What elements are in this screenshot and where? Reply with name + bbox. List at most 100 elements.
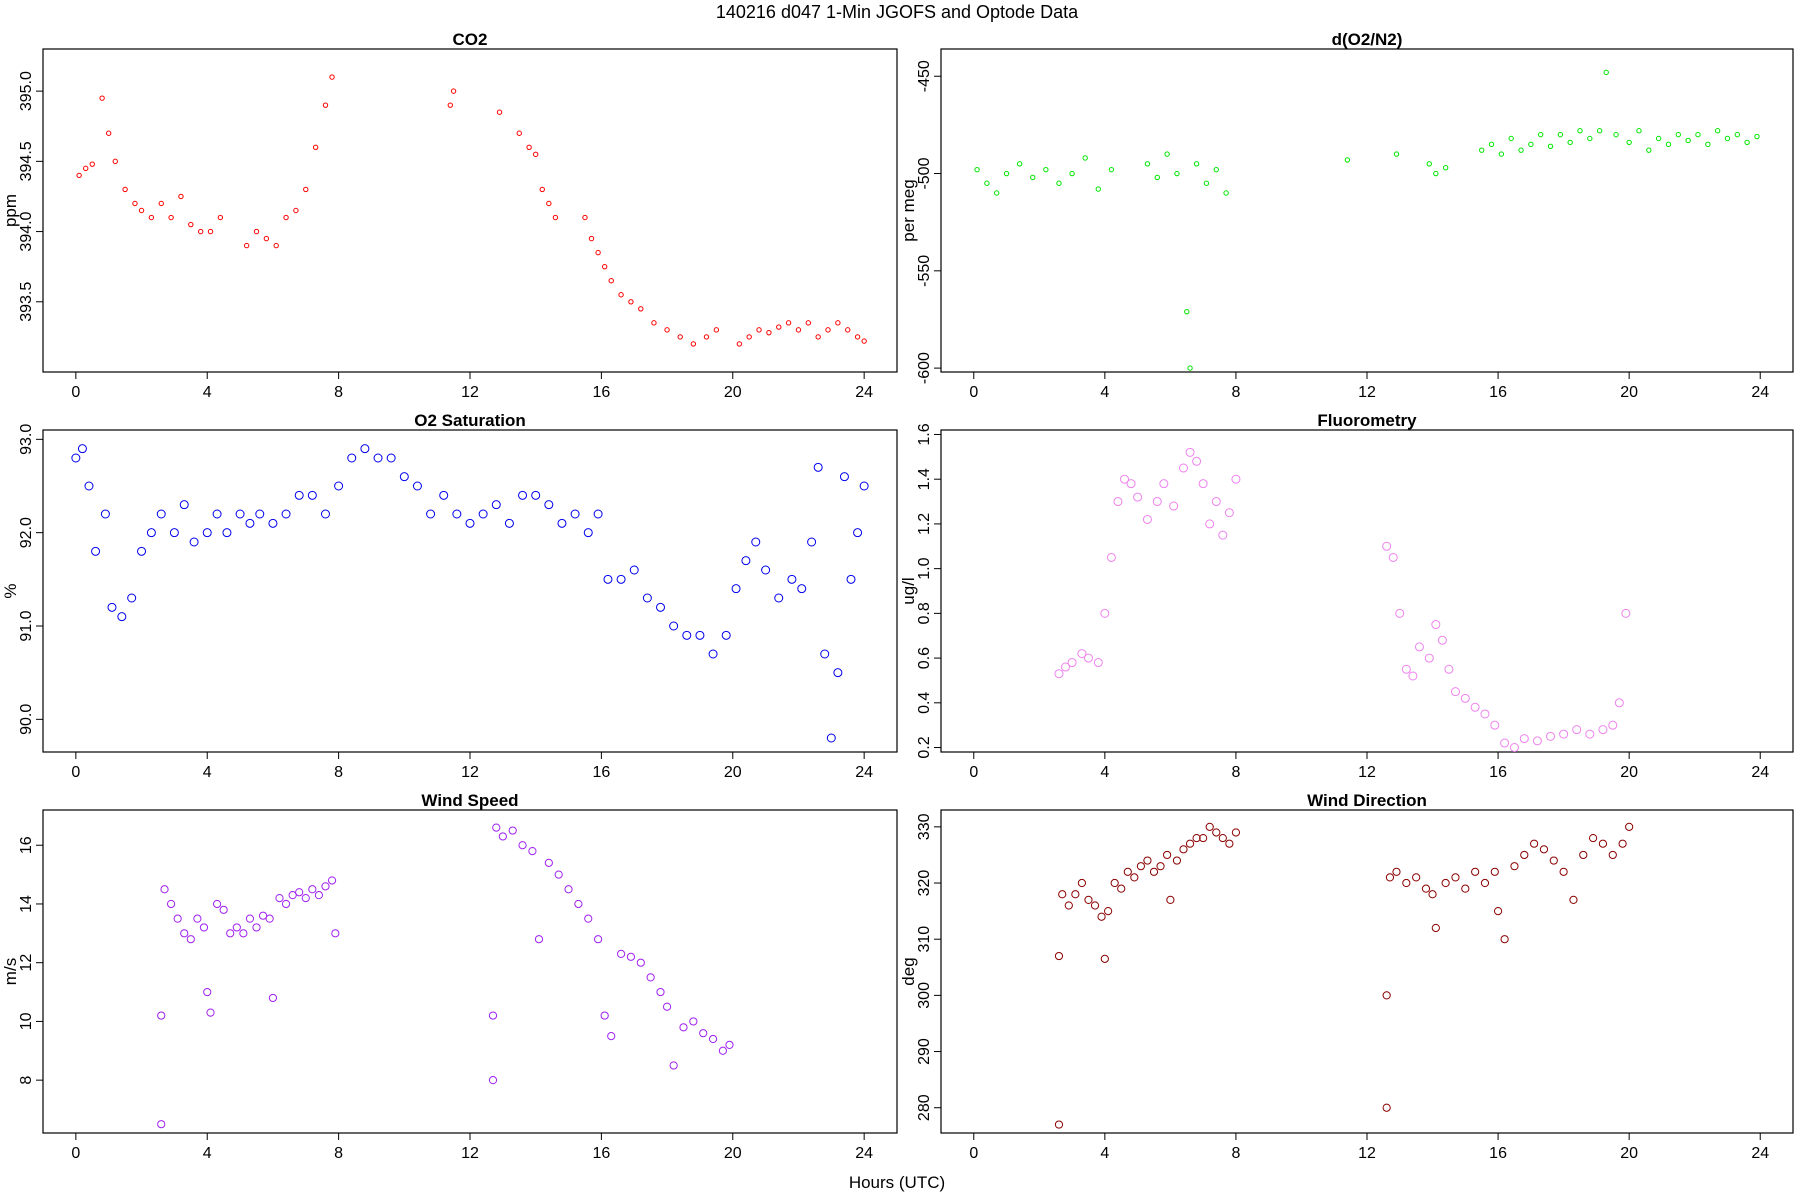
data-point	[76, 172, 82, 179]
data-point	[1193, 161, 1200, 167]
data-point	[439, 490, 449, 500]
x-tick-label: 12	[461, 384, 479, 401]
data-point	[127, 593, 137, 603]
x-tick-label: 8	[1231, 1145, 1240, 1162]
panel-1: CO2 ppm 0 4 8 12 16 20 24 393.5 394.0 394.5 395.0	[1, 30, 898, 401]
data-point	[1084, 895, 1093, 904]
data-point	[1614, 698, 1624, 708]
data-point	[1724, 135, 1731, 142]
y-tick-label: 8	[18, 1076, 35, 1085]
data-point	[281, 899, 291, 909]
data-point	[1480, 878, 1490, 888]
data-point	[1100, 954, 1109, 963]
data-point	[245, 914, 255, 923]
y-tick-label: 0.4	[916, 692, 933, 714]
x-tick-label: 0	[71, 764, 80, 781]
y-axis-label: ug/l	[899, 577, 918, 604]
data-point	[1493, 907, 1503, 916]
data-point	[1546, 731, 1556, 741]
data-point	[679, 1023, 688, 1032]
data-point	[1199, 833, 1208, 843]
y-tick-label: 12	[18, 954, 35, 972]
x-tick-label: 16	[592, 384, 610, 401]
data-point	[1061, 662, 1071, 672]
data-point	[288, 891, 297, 900]
series-points	[1054, 822, 1634, 1129]
data-point	[1192, 833, 1201, 843]
data-point	[552, 214, 559, 221]
data-point	[756, 327, 762, 333]
data-point	[805, 320, 812, 326]
data-point	[518, 841, 527, 850]
data-point	[1382, 991, 1391, 1000]
data-point	[1569, 895, 1578, 904]
data-point	[295, 888, 304, 897]
x-tick-label: 8	[1231, 764, 1240, 781]
data-point	[327, 876, 337, 885]
data-point	[1382, 541, 1392, 551]
data-point	[1559, 867, 1568, 876]
data-point	[202, 528, 212, 538]
data-point	[1213, 166, 1219, 173]
data-point	[1508, 135, 1514, 142]
data-point	[275, 893, 284, 903]
data-point	[1424, 653, 1434, 663]
data-point	[1126, 479, 1136, 489]
x-tick-label: 4	[1100, 1145, 1109, 1162]
data-point	[1212, 828, 1221, 837]
data-point	[312, 144, 319, 151]
x-tick-label: 4	[203, 764, 212, 781]
data-point	[570, 509, 580, 519]
data-point	[594, 935, 603, 944]
data-point	[531, 490, 541, 500]
data-point	[1519, 734, 1529, 744]
data-point	[219, 905, 228, 914]
x-tick-label: 20	[1620, 384, 1638, 401]
data-point	[132, 200, 138, 207]
data-point	[235, 509, 245, 519]
data-point	[582, 214, 588, 221]
y-tick-label: 93.0	[18, 424, 35, 455]
data-point	[1106, 552, 1116, 562]
data-point	[835, 320, 841, 326]
data-point	[1685, 137, 1691, 144]
figure-xlabel: Hours (UTC)	[849, 1173, 945, 1192]
data-point	[1598, 725, 1608, 735]
data-point	[1450, 687, 1460, 697]
data-point	[84, 481, 94, 491]
data-point	[1203, 180, 1210, 186]
data-point	[117, 612, 127, 622]
data-point	[314, 891, 324, 900]
data-point	[253, 228, 260, 235]
data-point	[725, 1040, 734, 1050]
x-tick-label: 8	[334, 764, 343, 781]
data-point	[1608, 720, 1618, 730]
data-point	[122, 186, 128, 193]
data-point	[1179, 845, 1188, 854]
data-point	[564, 885, 573, 894]
data-point	[138, 207, 145, 214]
data-point	[1083, 653, 1093, 663]
data-point	[258, 911, 268, 920]
data-point	[651, 320, 657, 326]
y-tick-label: 92.0	[18, 517, 35, 548]
data-point	[1385, 873, 1395, 882]
data-point	[399, 472, 409, 482]
data-point	[1734, 131, 1740, 138]
data-point	[690, 341, 697, 347]
data-point	[322, 102, 329, 108]
data-point	[1500, 738, 1510, 748]
y-tick-label: 395.0	[18, 71, 35, 111]
data-point	[656, 602, 666, 612]
data-point	[1071, 890, 1080, 899]
data-point	[243, 242, 250, 249]
data-point	[629, 565, 639, 575]
data-point	[1344, 157, 1351, 163]
data-point	[1003, 170, 1010, 177]
data-point	[1431, 923, 1440, 933]
data-point	[301, 893, 310, 903]
data-point	[853, 528, 863, 538]
data-point	[252, 923, 261, 932]
x-tick-label: 0	[71, 384, 80, 401]
x-tick-label: 24	[855, 1145, 873, 1162]
